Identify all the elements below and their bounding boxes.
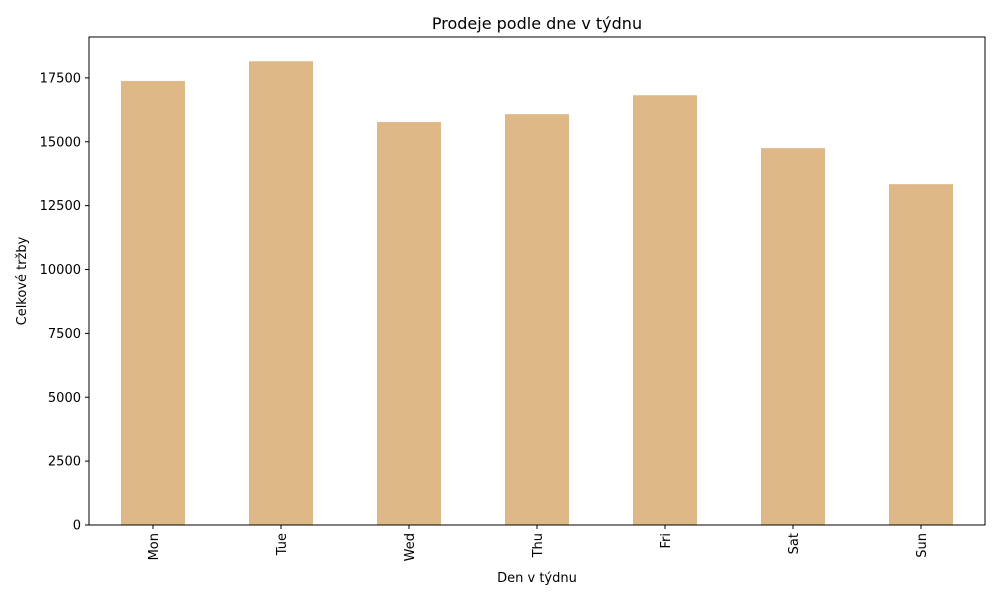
y-axis-label: Celkové tržby [15,236,30,325]
x-tick-label: Sat [787,533,802,554]
x-tick-label: Tue [275,533,290,556]
x-tick-label: Mon [147,533,162,560]
y-tick-label: 5000 [48,391,81,406]
x-tick-label: Sun [915,533,930,558]
bar-mon [121,80,185,525]
x-tick-label: Fri [659,533,674,549]
x-tick-label: Wed [403,533,418,561]
y-tick-label: 12500 [40,199,81,214]
y-tick-label: 10000 [40,263,81,278]
bar-sat [761,148,825,525]
y-axis-ticks: 0 2500 5000 7500 10000 12500 15000 17500 [40,71,89,534]
bar-sun [889,184,953,526]
x-axis-ticks: Mon Tue Wed Thu Fri Sat Sun [147,525,930,561]
bar-tue [249,61,313,526]
y-tick-label: 2500 [48,455,81,470]
chart-title: Prodeje podle dne v týdnu [432,14,642,33]
x-tick-label: Thu [531,533,546,558]
y-tick-label: 0 [73,519,81,534]
bar-group [121,61,953,526]
y-tick-label: 15000 [40,135,81,150]
y-tick-label: 17500 [40,71,81,86]
bar-wed [377,122,441,525]
y-tick-label: 7500 [48,327,81,342]
bar-thu [505,114,569,525]
bar-fri [633,95,697,525]
x-axis-label: Den v týdnu [497,571,577,586]
plot-frame [88,36,986,526]
